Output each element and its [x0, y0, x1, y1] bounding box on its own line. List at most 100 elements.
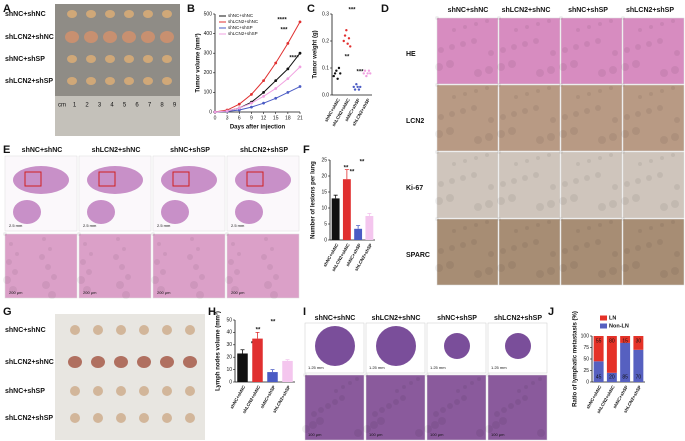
micrograph: [436, 84, 499, 152]
texture: [671, 200, 679, 208]
texture: [435, 217, 439, 221]
column-label: shNC+shSP: [568, 7, 608, 14]
texture: [424, 425, 432, 433]
texture: [660, 156, 664, 160]
micrograph: [560, 17, 623, 85]
tumor: [141, 31, 155, 43]
x-tick-label: 12: [261, 115, 267, 121]
texture: [621, 83, 625, 87]
texture: [632, 261, 640, 269]
texture: [624, 114, 630, 120]
texture: [657, 38, 663, 44]
x-tick-label: 6: [238, 115, 241, 121]
texture: [550, 50, 556, 56]
texture: [671, 153, 675, 157]
texture: [587, 92, 591, 96]
texture: [3, 276, 11, 284]
error-bar: [255, 332, 260, 339]
texture: [609, 66, 617, 74]
row-label: shNC+shNC: [5, 327, 46, 334]
y-axis-label: Ratio of lymphatic metastasis (%): [573, 311, 579, 407]
texture: [447, 403, 453, 409]
texture: [499, 417, 507, 425]
y-axis-label: Lymph nodes volume (mm³): [215, 311, 222, 391]
y-tick-label: 0: [586, 379, 589, 385]
texture: [449, 245, 455, 251]
texture: [508, 261, 516, 269]
data-label: 45: [596, 374, 602, 380]
texture: [609, 153, 613, 157]
texture: [595, 38, 601, 44]
significance: **: [271, 320, 276, 326]
legend-label: shNC+shSP: [228, 25, 253, 30]
x-tick-label: 21: [297, 115, 303, 121]
texture: [660, 270, 668, 278]
texture: [497, 264, 505, 272]
point: [286, 67, 290, 71]
y-tick-label: 25: [321, 157, 327, 163]
texture: [609, 19, 613, 23]
point: [298, 51, 302, 55]
legend-label: Non-LN: [609, 323, 629, 329]
texture: [609, 200, 617, 208]
lymph-node: [70, 386, 80, 396]
scale-bar: 1.25 mm: [308, 365, 324, 370]
texture: [471, 239, 477, 245]
texture: [632, 194, 640, 202]
ruler-label: 7: [148, 103, 152, 109]
texture: [485, 19, 489, 23]
ruler-label: 8: [160, 103, 164, 109]
lymph-node: [162, 413, 172, 423]
y-axis-label: Number of lesions per lung: [311, 161, 317, 239]
texture: [190, 237, 194, 241]
lung: [87, 200, 115, 224]
texture: [674, 117, 680, 123]
texture: [440, 407, 446, 413]
texture: [435, 264, 443, 272]
texture: [533, 172, 539, 178]
lymph-node: [91, 356, 105, 368]
significance: **: [350, 170, 355, 176]
point: [262, 94, 265, 98]
dot: [339, 72, 342, 75]
column-label: shNC+shNC: [315, 315, 356, 322]
texture: [438, 248, 444, 254]
texture: [474, 89, 478, 93]
texture: [42, 281, 50, 289]
texture: [497, 63, 505, 71]
texture: [598, 22, 602, 26]
texture: [671, 220, 675, 224]
texture: [562, 181, 568, 187]
lung-zoom: [4, 233, 78, 299]
micrograph: [560, 84, 623, 152]
tumor: [162, 77, 172, 85]
legend-label: shNC+shNC: [228, 13, 254, 18]
tumor: [65, 31, 79, 43]
texture: [452, 28, 456, 32]
texture: [497, 150, 501, 154]
row-label: SPARC: [406, 252, 430, 259]
texture: [15, 252, 19, 256]
texture: [624, 181, 630, 187]
point: [298, 20, 302, 24]
dot: [346, 42, 349, 45]
dot: [349, 45, 352, 48]
lymph-node: [93, 325, 103, 335]
texture: [562, 47, 568, 53]
texture: [9, 286, 17, 294]
texture: [425, 373, 429, 377]
node-section: [315, 326, 355, 366]
inset-box: [246, 171, 264, 187]
texture: [576, 162, 580, 166]
texture: [485, 153, 489, 157]
dot: [362, 72, 365, 75]
tumor: [86, 55, 96, 63]
texture: [477, 377, 481, 381]
texture: [474, 223, 478, 227]
bar-segment: [606, 336, 617, 373]
micrograph: [498, 17, 561, 85]
row-label: shNC+shNC: [5, 11, 46, 18]
texture: [508, 127, 516, 135]
bar: [365, 216, 374, 240]
